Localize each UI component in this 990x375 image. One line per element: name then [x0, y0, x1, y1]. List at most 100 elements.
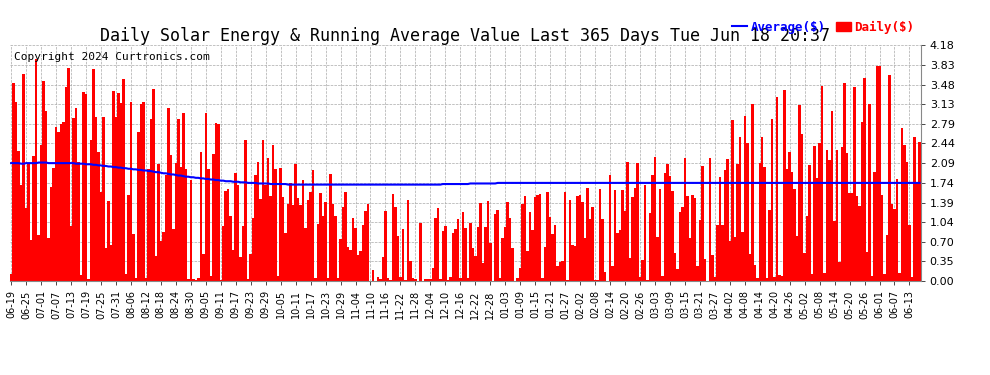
- Bar: [574, 246, 576, 281]
- Bar: [387, 278, 389, 281]
- Bar: [184, 169, 187, 281]
- Bar: [69, 226, 72, 281]
- Bar: [315, 278, 317, 281]
- Bar: [174, 163, 177, 281]
- Bar: [517, 278, 519, 281]
- Bar: [394, 207, 397, 281]
- Bar: [143, 102, 145, 281]
- Bar: [389, 280, 392, 281]
- Bar: [619, 230, 622, 281]
- Bar: [539, 194, 542, 281]
- Bar: [264, 185, 267, 281]
- Bar: [721, 225, 724, 281]
- Bar: [251, 218, 254, 281]
- Bar: [48, 238, 50, 281]
- Bar: [72, 118, 75, 281]
- Bar: [614, 190, 616, 281]
- Bar: [589, 219, 591, 281]
- Bar: [340, 238, 342, 281]
- Bar: [85, 94, 87, 281]
- Bar: [359, 251, 361, 281]
- Bar: [107, 201, 110, 281]
- Bar: [440, 279, 442, 281]
- Bar: [524, 196, 527, 281]
- Bar: [656, 237, 658, 281]
- Bar: [222, 226, 225, 281]
- Bar: [432, 268, 434, 281]
- Bar: [172, 229, 174, 281]
- Bar: [330, 174, 332, 281]
- Bar: [581, 202, 584, 281]
- Bar: [616, 234, 619, 281]
- Bar: [35, 59, 38, 281]
- Bar: [92, 69, 95, 281]
- Bar: [594, 280, 596, 281]
- Bar: [80, 275, 82, 281]
- Bar: [159, 241, 162, 281]
- Bar: [451, 233, 454, 281]
- Bar: [307, 201, 309, 281]
- Bar: [671, 191, 673, 281]
- Bar: [454, 228, 456, 281]
- Bar: [207, 170, 210, 281]
- Bar: [903, 145, 906, 281]
- Bar: [843, 83, 845, 281]
- Bar: [634, 188, 637, 281]
- Bar: [845, 153, 848, 281]
- Bar: [464, 228, 466, 281]
- Bar: [548, 217, 551, 281]
- Bar: [18, 151, 20, 281]
- Bar: [783, 90, 786, 281]
- Bar: [841, 147, 843, 281]
- Bar: [644, 184, 646, 281]
- Bar: [284, 232, 287, 281]
- Bar: [302, 180, 304, 281]
- Bar: [182, 114, 184, 281]
- Bar: [364, 211, 366, 281]
- Bar: [653, 158, 656, 281]
- Bar: [569, 200, 571, 281]
- Bar: [215, 123, 217, 281]
- Bar: [75, 108, 77, 281]
- Bar: [15, 102, 18, 281]
- Bar: [195, 280, 197, 281]
- Bar: [801, 134, 804, 281]
- Text: Copyright 2024 Curtronics.com: Copyright 2024 Curtronics.com: [15, 52, 210, 62]
- Bar: [392, 195, 394, 281]
- Bar: [167, 108, 169, 281]
- Bar: [736, 164, 739, 281]
- Bar: [604, 272, 606, 281]
- Bar: [624, 211, 627, 281]
- Bar: [445, 226, 446, 281]
- Bar: [763, 167, 766, 281]
- Bar: [317, 224, 320, 281]
- Bar: [918, 142, 921, 281]
- Bar: [197, 278, 200, 281]
- Bar: [366, 204, 369, 281]
- Bar: [551, 234, 553, 281]
- Bar: [916, 182, 918, 281]
- Bar: [202, 255, 205, 281]
- Bar: [848, 194, 850, 281]
- Bar: [13, 82, 15, 281]
- Bar: [646, 280, 648, 281]
- Bar: [751, 104, 753, 281]
- Bar: [112, 92, 115, 281]
- Bar: [776, 97, 778, 281]
- Bar: [651, 176, 653, 281]
- Bar: [25, 208, 28, 281]
- Bar: [267, 158, 269, 281]
- Bar: [908, 225, 911, 281]
- Bar: [781, 276, 783, 281]
- Bar: [127, 195, 130, 281]
- Bar: [546, 192, 548, 281]
- Bar: [442, 231, 445, 281]
- Bar: [768, 210, 771, 281]
- Bar: [489, 243, 491, 281]
- Bar: [729, 241, 731, 281]
- Bar: [866, 252, 868, 281]
- Bar: [397, 236, 399, 281]
- Bar: [839, 262, 841, 281]
- Bar: [576, 195, 579, 281]
- Title: Daily Solar Energy & Running Average Value Last 365 Days Tue Jun 18 20:37: Daily Solar Energy & Running Average Val…: [100, 27, 831, 45]
